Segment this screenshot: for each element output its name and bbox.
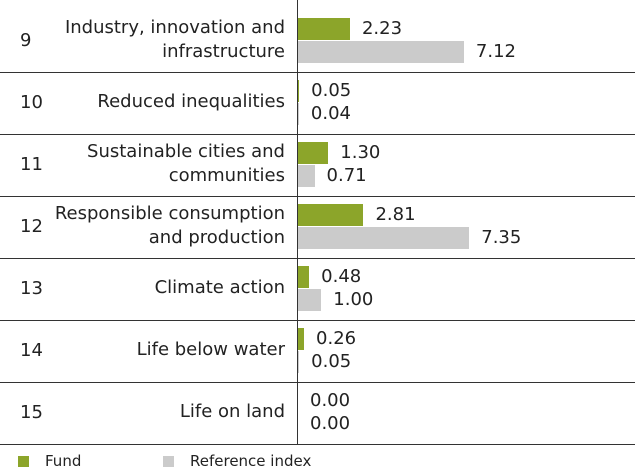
value-label: 7.35 bbox=[481, 227, 522, 248]
row-number: 13 bbox=[20, 278, 43, 299]
category-label: Industry, innovation and infrastructure bbox=[64, 17, 285, 62]
bar bbox=[298, 289, 322, 311]
value-label: 7.12 bbox=[475, 41, 516, 62]
category-label: Sustainable cities and communities bbox=[87, 141, 285, 186]
category-label: Reduced inequalities bbox=[97, 91, 285, 112]
bar bbox=[298, 328, 305, 350]
bar bbox=[298, 266, 310, 288]
bar bbox=[298, 80, 300, 102]
row-number: 15 bbox=[20, 402, 43, 423]
row-separator bbox=[0, 320, 635, 321]
value-label: 1.00 bbox=[333, 289, 374, 310]
row-number: 12 bbox=[20, 216, 43, 237]
value-label: 2.23 bbox=[361, 18, 403, 39]
value-label: 1.30 bbox=[340, 142, 381, 163]
row-separator bbox=[0, 444, 635, 445]
value-label: 0.26 bbox=[316, 328, 357, 349]
bar bbox=[298, 165, 315, 187]
bar bbox=[298, 103, 299, 125]
value-label: 0.05 bbox=[311, 80, 352, 101]
row-number: 11 bbox=[20, 154, 43, 175]
bar bbox=[298, 142, 329, 164]
category-label: Climate action bbox=[154, 277, 285, 298]
category-label: Life on land bbox=[179, 401, 285, 422]
row-number: 14 bbox=[20, 340, 43, 361]
bar bbox=[298, 227, 470, 249]
bar bbox=[298, 351, 300, 373]
row-separator bbox=[0, 196, 635, 197]
category-label: Responsible consumption and production bbox=[54, 203, 285, 248]
row-number: 9 bbox=[20, 30, 32, 51]
row-number: 10 bbox=[20, 92, 43, 113]
row-separator bbox=[0, 134, 635, 135]
value-label: 0.71 bbox=[326, 165, 367, 186]
bar bbox=[298, 41, 464, 63]
bar bbox=[298, 204, 364, 226]
legend-swatch bbox=[163, 456, 174, 467]
value-label: 0.00 bbox=[310, 390, 351, 411]
row-separator bbox=[0, 72, 635, 73]
value-label: 0.00 bbox=[310, 413, 351, 434]
bar bbox=[298, 18, 350, 40]
value-label: 2.81 bbox=[375, 204, 416, 225]
value-label: 0.04 bbox=[310, 103, 351, 124]
legend-label: Fund bbox=[45, 452, 82, 470]
value-label: 0.05 bbox=[311, 351, 352, 372]
legend-label: Reference index bbox=[190, 452, 312, 470]
axis-line bbox=[297, 0, 298, 444]
value-label: 0.48 bbox=[321, 266, 362, 287]
category-label: Life below water bbox=[136, 339, 285, 360]
row-separator bbox=[0, 258, 635, 259]
row-separator bbox=[0, 382, 635, 383]
legend-swatch bbox=[18, 456, 29, 467]
